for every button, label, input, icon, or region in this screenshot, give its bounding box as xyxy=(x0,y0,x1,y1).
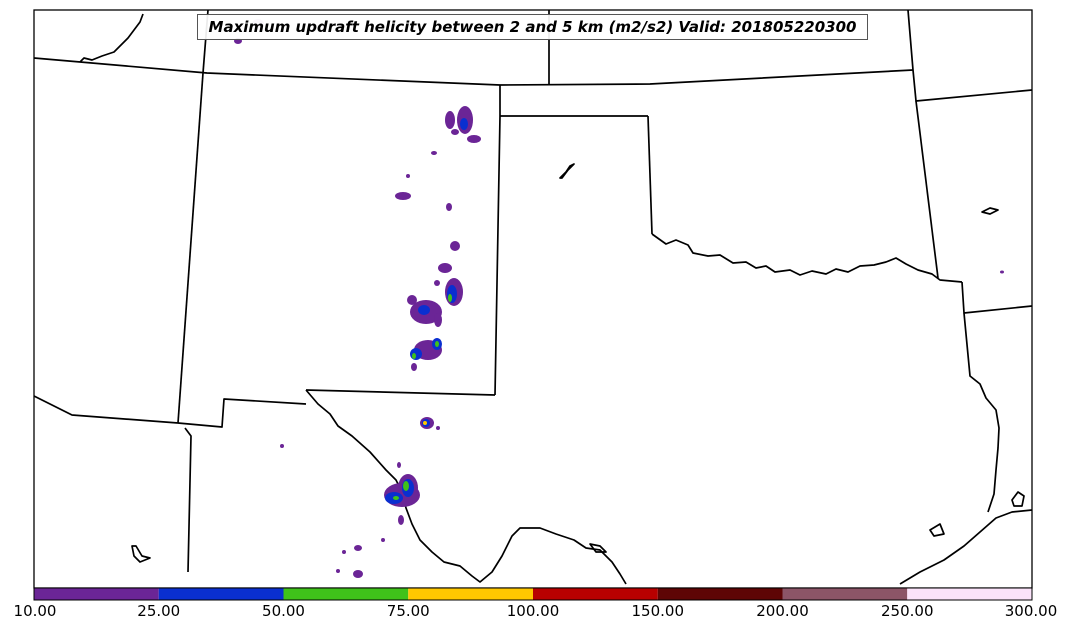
coastal-bay xyxy=(1011,491,1025,507)
swath-purple xyxy=(445,111,455,129)
colorbar-bin-50.00-75.00 xyxy=(283,588,409,600)
texas-coast xyxy=(899,509,1033,585)
colorbar-tick-label: 10.00 xyxy=(13,602,57,620)
map-title: Maximum updraft helicity between 2 and 5… xyxy=(197,14,868,40)
swath-green xyxy=(412,353,416,359)
colorbar-tick-label: 200.00 xyxy=(756,602,809,620)
swath-purple xyxy=(397,462,401,468)
colorbar-bin-25.00-50.00 xyxy=(158,588,284,600)
colorbar xyxy=(33,587,1033,601)
colorbar-tick-label: 300.00 xyxy=(1004,602,1058,620)
colorbar-frame xyxy=(33,587,1033,601)
swath-purple xyxy=(436,426,440,430)
ks-ok-top xyxy=(647,115,653,235)
colorbar-bin-10.00-25.00 xyxy=(34,588,159,600)
nm-tx-panhandle xyxy=(305,389,496,396)
lake-kansas xyxy=(559,163,575,179)
rio-grande xyxy=(305,389,627,585)
swath-green xyxy=(448,294,452,302)
swath-blue xyxy=(410,348,422,360)
swath-purple xyxy=(451,129,459,135)
swath-purple xyxy=(398,515,404,525)
colorbar-tick-label: 50.00 xyxy=(262,602,305,620)
swath-green xyxy=(393,496,399,500)
swath-purple xyxy=(1000,270,1004,274)
helicity-swaths xyxy=(234,19,1004,578)
swath-purple xyxy=(411,363,417,371)
swath-purple xyxy=(280,444,284,448)
swath-yellow xyxy=(423,421,427,425)
swath-purple xyxy=(342,550,346,554)
colorbar-tick-label: 150.00 xyxy=(631,602,685,620)
swath-purple xyxy=(354,545,362,551)
swath-purple xyxy=(381,538,385,542)
swath-purple xyxy=(434,313,442,327)
swath-purple xyxy=(336,569,340,573)
la-tx-sabine xyxy=(963,312,1000,513)
swath-purple xyxy=(438,263,452,273)
colorbar-tick-label: 250.00 xyxy=(881,602,934,620)
colorbar-tick-label: 75.00 xyxy=(386,602,430,620)
swath-green xyxy=(403,481,409,491)
colorbar-bin-200.00-250.00 xyxy=(782,588,908,600)
swath-purple xyxy=(431,151,437,155)
colorbar-bin-250.00-300.00 xyxy=(907,588,1032,600)
ok-tx-red-river xyxy=(651,233,963,283)
ks-mo-border xyxy=(915,100,939,279)
colorbar-bin-100.00-150.00 xyxy=(533,588,658,600)
swath-purple xyxy=(353,570,363,578)
colorbar-tick-label: 100.00 xyxy=(506,602,560,620)
az-mexico-west xyxy=(184,427,192,573)
swath-blue xyxy=(418,305,430,315)
swath-blue xyxy=(460,118,468,130)
swath-green xyxy=(435,341,439,347)
colorbar-bin-150.00-200.00 xyxy=(657,588,783,600)
swath-purple xyxy=(407,295,417,305)
coastal-inlet xyxy=(929,523,945,537)
lake-missouri xyxy=(981,207,999,215)
ut-nv-ca-line xyxy=(33,395,179,424)
co-ut-border xyxy=(177,72,204,424)
swath-purple xyxy=(395,192,411,200)
map-frame xyxy=(33,9,1033,589)
swath-purple xyxy=(450,241,460,251)
lake-mexico xyxy=(131,545,151,563)
lake-texas xyxy=(589,543,607,553)
az-nm-border xyxy=(177,398,307,428)
great-salt-lake-shore xyxy=(79,13,144,63)
colorbar-bin-75.00-100.00 xyxy=(408,588,533,600)
colorbar-tick-label: 25.00 xyxy=(137,602,181,620)
swath-purple xyxy=(467,135,481,143)
swath-purple xyxy=(446,203,452,211)
swath-purple xyxy=(406,174,410,178)
state-boundaries xyxy=(33,9,1033,585)
sd-mn-line xyxy=(907,9,1033,102)
swath-purple xyxy=(434,280,440,286)
